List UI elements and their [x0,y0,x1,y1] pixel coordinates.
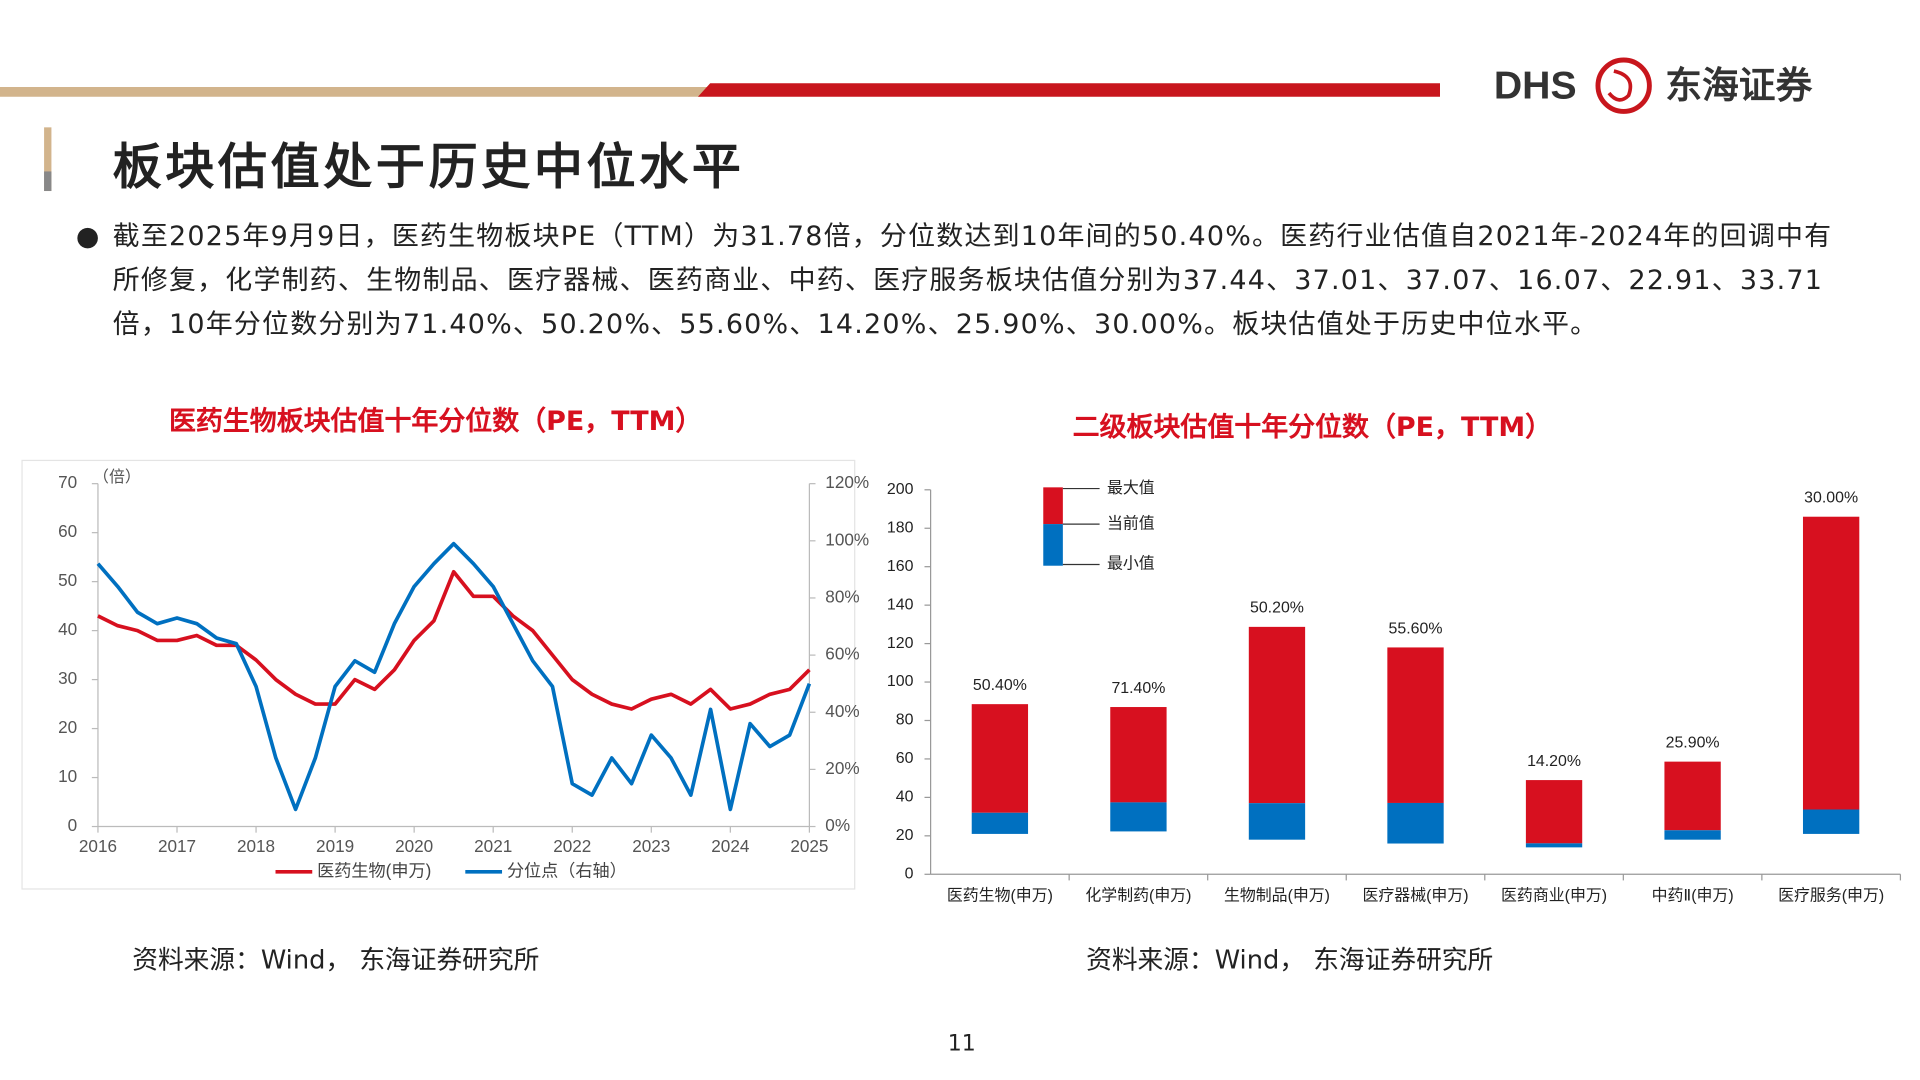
y2-tick-label: 120% [825,472,869,492]
y-unit-label: （倍） [93,468,141,486]
bar-lower [1525,843,1583,848]
chart-frame [21,459,856,890]
y-tick-label: 100 [887,673,914,690]
y-tick-label: 80 [896,712,914,729]
series-line [96,541,812,812]
data-label: 71.40% [1111,680,1165,697]
x-tick-label: 2022 [553,836,591,856]
slide-title: 板块估值处于历史中位水平 [112,138,745,196]
y2-tick-label: 20% [825,758,859,778]
bar-upper [1802,516,1860,810]
x-tick-label: 医疗器械(申万) [1362,887,1468,905]
y-tick-label: 40 [58,619,77,639]
x-tick-label: 医疗服务(申万) [1778,887,1884,905]
series-line [97,570,811,711]
x-tick-label: 生物制品(申万) [1224,887,1330,905]
bar-upper [1387,647,1444,803]
legend-label: 医药生物(申万) [317,860,431,880]
x-tick-label: 2018 [237,836,275,856]
y-tick-label: 40 [896,789,914,806]
x-tick-label: 2023 [632,836,670,856]
logo-icon [1595,57,1652,114]
x-tick-label: 医药商业(申万) [1501,887,1607,905]
x-tick-label: 2016 [79,836,117,856]
y2-tick-label: 100% [825,529,869,549]
logo-company: 东海证券 [1665,65,1812,106]
page-number: 11 [947,1031,976,1057]
data-label: 50.20% [1250,600,1304,617]
chart-title: 医药生物板块估值十年分位数（PE，TTM） [168,406,703,438]
y-tick-label: 20 [896,827,914,844]
y-tick-label: 120 [887,635,914,652]
y-tick-label: 20 [58,717,77,737]
bullet-dot: ● [75,221,100,253]
bar-upper [971,704,1029,813]
x-tick-label: 化学制药(申万) [1085,887,1191,905]
y2-tick-label: 0% [825,815,850,835]
y-tick-label: 60 [896,750,914,767]
chart-title: 二级板块估值十年分位数（PE，TTM） [1072,412,1553,444]
x-tick-label: 2021 [474,836,512,856]
bullet-text: 截至2025年9月9日，医药生物板块PE（TTM）为31.78倍，分位数达到10… [112,221,1833,341]
y-tick-label: 0 [905,865,914,882]
legend-swatch [1043,524,1063,566]
bar-upper [1664,761,1721,831]
bar-lower [1110,802,1167,832]
x-tick-label: 2025 [790,836,828,856]
y-tick-label: 60 [58,521,77,541]
data-label: 55.60% [1389,620,1443,637]
bar-upper [1248,626,1306,804]
x-tick-label: 中药Ⅱ(申万) [1652,887,1734,905]
y2-tick-label: 80% [825,586,859,606]
legend-label: 最小值 [1107,555,1155,573]
logo-text: DHS [1494,65,1577,108]
bar-lower [1248,803,1306,840]
source-note: 资料来源：Wind， 东海证券研究所 [1086,945,1494,975]
y-tick-label: 50 [58,570,77,590]
y-tick-label: 30 [58,668,77,688]
header-bar-gold [0,86,711,97]
bar-lower [1664,830,1721,840]
x-tick-label: 2017 [158,836,196,856]
bar-lower [1387,802,1444,844]
y-tick-label: 200 [887,481,914,498]
x-tick-label: 2019 [316,836,354,856]
y-tick-label: 10 [58,766,77,786]
y-tick-label: 160 [887,558,914,575]
data-label: 25.90% [1666,734,1720,751]
bar-upper [1525,780,1583,844]
logo-icon [1607,69,1633,102]
y-tick-label: 140 [887,596,914,613]
legend-label: 最大值 [1107,479,1155,497]
x-tick-label: 医药生物(申万) [947,887,1053,905]
y-tick-label: 180 [887,519,914,536]
y2-tick-label: 40% [825,701,859,721]
bar-lower [971,812,1029,834]
y-tick-label: 0 [68,815,78,835]
bar-lower [1802,809,1860,834]
x-tick-label: 2020 [395,836,433,856]
data-label: 30.00% [1804,490,1858,507]
data-label: 50.40% [973,677,1027,694]
legend-swatch [1043,487,1063,525]
x-tick-label: 2024 [711,836,750,856]
y-tick-label: 70 [58,472,77,492]
bar-upper [1110,707,1167,803]
legend-label: 分位点（右轴） [507,860,627,880]
title-marker [44,127,52,192]
source-note: 资料来源：Wind， 东海证券研究所 [132,945,540,975]
header-bar-red [697,83,1441,97]
data-label: 14.20% [1527,753,1581,770]
title-marker [44,171,52,192]
legend-label: 当前值 [1107,514,1155,532]
y2-tick-label: 60% [825,644,859,664]
